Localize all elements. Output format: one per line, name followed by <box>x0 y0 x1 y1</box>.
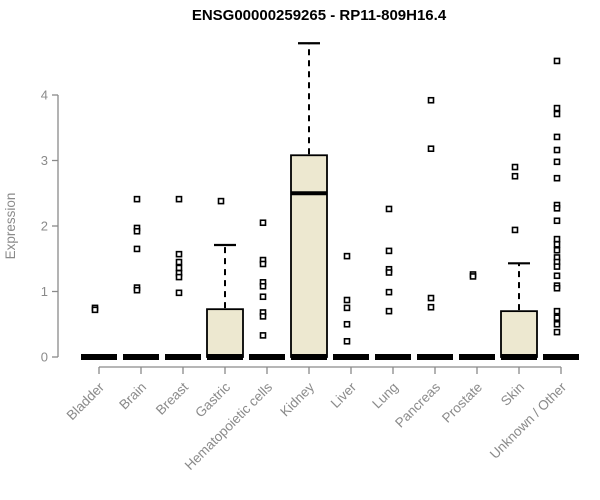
outlier-point <box>553 158 561 166</box>
outlier-point <box>175 250 183 258</box>
y-axis-label: Expression <box>3 193 18 260</box>
outlier-point <box>385 247 393 255</box>
outlier-point <box>553 205 561 212</box>
zero-bar <box>123 354 159 360</box>
y-tick-label: 1 <box>41 284 48 299</box>
outlier-point <box>469 273 477 280</box>
outlier-point <box>553 57 561 65</box>
outlier-point <box>553 217 561 225</box>
outlier-point <box>175 289 183 297</box>
zero-bar <box>249 354 285 360</box>
outlier-point <box>385 205 393 213</box>
y-tick-label: 0 <box>41 350 48 365</box>
outlier-point <box>175 273 183 281</box>
x-tick-label: Brain <box>116 380 149 413</box>
outlier-point <box>259 332 267 339</box>
outlier-point <box>217 197 225 205</box>
outlier-point <box>343 337 351 345</box>
zero-bar <box>543 354 579 360</box>
zero-bar <box>81 354 117 360</box>
outlier-point <box>553 307 561 315</box>
x-tick-label: Kidney <box>277 379 317 419</box>
outlier-point <box>343 252 351 260</box>
outlier-point <box>175 195 183 203</box>
x-tick-label: Liver <box>328 379 360 411</box>
outlier-point <box>553 320 561 328</box>
x-tick-label: Bladder <box>64 379 108 423</box>
outlier-point <box>259 260 267 268</box>
outlier-point <box>385 307 393 315</box>
outlier-point <box>259 219 267 227</box>
outlier-point <box>175 258 183 266</box>
chart-title: ENSG00000259265 - RP11-809H16.4 <box>192 7 447 24</box>
outlier-point <box>427 303 435 311</box>
x-tick-label: Prostate <box>439 380 485 426</box>
outlier-point <box>553 110 561 118</box>
outlier-point <box>175 264 183 272</box>
zero-bar <box>501 354 537 360</box>
y-tick-label: 3 <box>41 153 48 168</box>
outlier-point <box>553 263 561 270</box>
outlier-point <box>553 241 561 248</box>
x-tick-label: Lung <box>369 380 401 412</box>
outlier-point <box>343 304 351 312</box>
outlier-point <box>133 227 141 235</box>
zero-bar <box>207 354 243 360</box>
box <box>206 308 244 358</box>
zero-bar <box>291 354 327 360</box>
outlier-point <box>259 282 267 290</box>
outlier-point <box>553 104 561 112</box>
outlier-point <box>553 133 561 141</box>
outlier-point <box>343 320 351 328</box>
outlier-point <box>553 235 561 243</box>
outlier-point <box>511 172 519 180</box>
outlier-point <box>259 293 267 301</box>
outlier-point <box>133 286 141 294</box>
outlier-point <box>385 288 393 296</box>
zero-bar <box>459 354 495 360</box>
outlier-point <box>427 145 435 153</box>
y-tick-label: 4 <box>41 88 48 103</box>
outlier-point <box>511 163 519 171</box>
outlier-point <box>91 306 99 314</box>
outlier-point <box>427 96 435 104</box>
zero-bar <box>375 354 411 360</box>
x-tick-label: Unknown / Other <box>487 379 570 462</box>
zero-bar <box>165 354 201 360</box>
outlier-point <box>553 146 561 154</box>
outlier-point <box>553 272 561 280</box>
zero-bar <box>333 354 369 360</box>
outlier-point <box>553 284 561 292</box>
outlier-point <box>427 294 435 302</box>
outlier-point <box>133 195 141 203</box>
zero-bar <box>417 354 453 360</box>
outlier-point <box>553 328 561 336</box>
outlier-point <box>343 296 351 304</box>
outlier-point <box>385 269 393 276</box>
box <box>500 310 538 358</box>
outlier-point <box>133 245 141 253</box>
x-tick-label: Gastric <box>192 379 233 420</box>
y-tick-label: 2 <box>41 219 48 234</box>
box <box>290 154 328 358</box>
outlier-point <box>511 226 519 234</box>
outlier-point <box>259 313 267 320</box>
outlier-point <box>553 314 561 322</box>
outlier-point <box>553 174 561 182</box>
x-tick-label: Pancreas <box>392 379 443 430</box>
x-tick-label: Breast <box>153 379 191 417</box>
outlier-point <box>553 246 561 254</box>
x-tick-label: Skin <box>498 380 527 409</box>
